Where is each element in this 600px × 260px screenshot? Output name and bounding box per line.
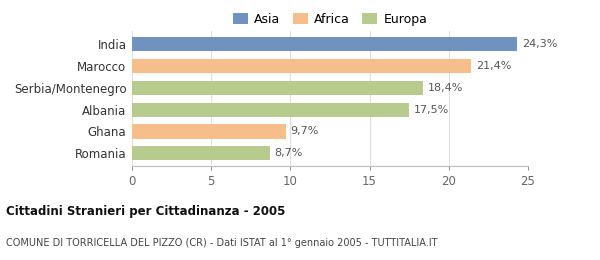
Text: 24,3%: 24,3% bbox=[521, 40, 557, 49]
Bar bbox=[132, 37, 517, 51]
Text: Cittadini Stranieri per Cittadinanza - 2005: Cittadini Stranieri per Cittadinanza - 2… bbox=[6, 205, 286, 218]
Bar bbox=[132, 146, 270, 160]
Text: 21,4%: 21,4% bbox=[476, 61, 511, 71]
Text: 9,7%: 9,7% bbox=[290, 126, 319, 136]
Bar bbox=[132, 81, 424, 95]
Legend: Asia, Africa, Europa: Asia, Africa, Europa bbox=[229, 9, 431, 29]
Text: 18,4%: 18,4% bbox=[428, 83, 464, 93]
Text: 8,7%: 8,7% bbox=[275, 148, 303, 158]
Text: 17,5%: 17,5% bbox=[414, 105, 449, 115]
Bar bbox=[132, 124, 286, 139]
Text: COMUNE DI TORRICELLA DEL PIZZO (CR) - Dati ISTAT al 1° gennaio 2005 - TUTTITALIA: COMUNE DI TORRICELLA DEL PIZZO (CR) - Da… bbox=[6, 238, 437, 248]
Bar bbox=[132, 103, 409, 117]
Bar bbox=[132, 59, 471, 73]
